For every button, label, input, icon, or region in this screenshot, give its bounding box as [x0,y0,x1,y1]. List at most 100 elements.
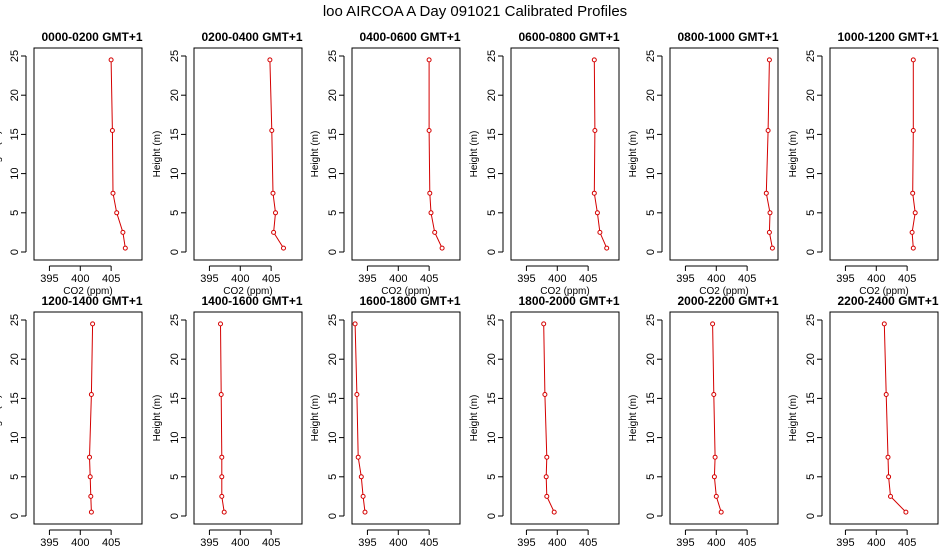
panel-title: 2000-2200 GMT+1 [677,294,778,308]
x-axis-label: CO2 (ppm) [699,286,748,297]
profile-point [766,229,772,235]
y-tick-label: 25 [645,50,657,62]
profile-point [108,57,114,63]
x-tick-label: 405 [738,537,756,549]
y-tick-label: 10 [805,431,817,443]
y-tick-label: 20 [486,89,498,101]
profile-line [765,59,773,249]
y-tick-label: 5 [645,210,657,216]
y-tick-label: 20 [805,353,817,365]
x-tick-label: 400 [707,537,725,549]
profile-line [712,323,722,513]
y-tick-label: 20 [486,353,498,365]
x-tick-label: 400 [389,537,407,549]
y-tick-label: 15 [486,392,498,404]
x-tick-label: 395 [836,537,854,549]
profile-panel: 1000-1200 GMT+1 0 5 10 15 20 25 Height (m) 395 40… [788,30,939,297]
y-axis-label: Height (m) [469,395,480,442]
y-tick-label: 0 [9,513,21,519]
profile-panel: 0600-0800 GMT+1 0 5 10 15 20 25 Height (m) 395 40… [469,30,620,297]
x-axis-label: CO2 (ppm) [223,286,272,297]
profile-panel: 1600-1800 GMT+1 0 5 10 15 20 25 Height (m) 395 40… [310,294,461,555]
y-tick-label: 25 [9,50,21,62]
x-tick-label: 405 [102,537,120,549]
y-tick-label: 20 [169,353,181,365]
profile-point [718,509,724,515]
y-tick-label: 10 [169,431,181,443]
profile-point [886,474,892,480]
profile-point [439,245,445,251]
profile-point [542,392,548,397]
y-tick-label: 20 [645,89,657,101]
y-tick-label: 0 [805,513,817,519]
plot-frame [193,47,303,261]
y-tick-label: 20 [9,89,21,101]
plot-frame [351,311,461,525]
profile-point [767,210,773,216]
x-tick-label: 405 [898,273,916,285]
y-tick-label: 5 [486,474,498,480]
plot-frame [510,311,620,525]
profile-point [88,509,94,515]
y-axis-label: Height (m) [469,131,480,178]
x-tick-label: 400 [867,273,885,285]
x-tick-label: 395 [358,537,376,549]
y-tick-label: 0 [327,249,339,255]
profile-point [271,229,277,235]
y-tick-label: 15 [645,392,657,404]
profile-point [88,493,94,499]
x-tick-label: 400 [71,273,89,285]
y-tick-label: 10 [9,431,21,443]
y-tick-label: 0 [486,513,498,519]
y-tick-label: 0 [645,249,657,255]
y-tick-label: 0 [169,249,181,255]
x-tick-label: 400 [231,273,249,285]
x-tick-label: 395 [200,537,218,549]
profile-line [220,323,225,513]
plot-frame [669,47,779,261]
profile-point [888,493,893,499]
plot-frame [33,47,143,261]
profile-point [281,245,286,251]
profile-point [360,493,366,499]
plot-frame [33,311,143,525]
y-tick-label: 0 [486,249,498,255]
y-tick-label: 15 [169,392,181,404]
profile-point [912,210,918,216]
profile-point [903,509,909,515]
profile-line [269,59,284,249]
profile-point [541,321,547,327]
profile-point [428,210,434,216]
y-axis-label: Height (m) [788,131,799,178]
profile-panel: 1400-1600 GMT+1 0 5 10 15 20 25 Height (m) 395 40… [152,294,303,555]
profile-point [114,210,120,216]
panel-title: 1000-1200 GMT+1 [837,30,938,44]
panel-grid: 0000-0200 GMT+1 0 5 10 15 20 25 Height (m) 395 40… [0,30,939,555]
profile-point [354,392,360,397]
plot-frame [669,311,779,525]
profile-point [269,128,275,133]
profile-panel: 2000-2200 GMT+1 0 5 10 15 20 25 Height (m) 395 40… [628,294,779,555]
profile-panel: 0000-0200 GMT+1 0 5 10 15 20 25 Height (m) 395 40… [0,30,143,297]
profile-point [218,392,224,397]
plot-frame [829,311,939,525]
profile-point [122,245,128,251]
profile-point [355,454,361,460]
y-tick-label: 15 [645,128,657,140]
x-tick-label: 400 [867,537,885,549]
x-tick-label: 395 [40,273,58,285]
profile-point [427,190,433,196]
x-tick-label: 405 [102,273,120,285]
y-tick-label: 0 [169,513,181,519]
y-tick-label: 10 [805,167,817,179]
y-tick-label: 10 [169,167,181,179]
y-tick-label: 5 [327,474,339,480]
figure-title: loo AIRCOA A Day 091021 Calibrated Profi… [323,3,627,20]
y-tick-label: 10 [327,431,339,443]
y-axis-label: Height (m) [152,131,163,178]
panel-title: 1800-2000 GMT+1 [518,294,619,308]
y-tick-label: 15 [327,128,339,140]
x-tick-label: 400 [231,537,249,549]
y-tick-label: 25 [327,50,339,62]
y-axis-label: Height (m) [310,395,321,442]
